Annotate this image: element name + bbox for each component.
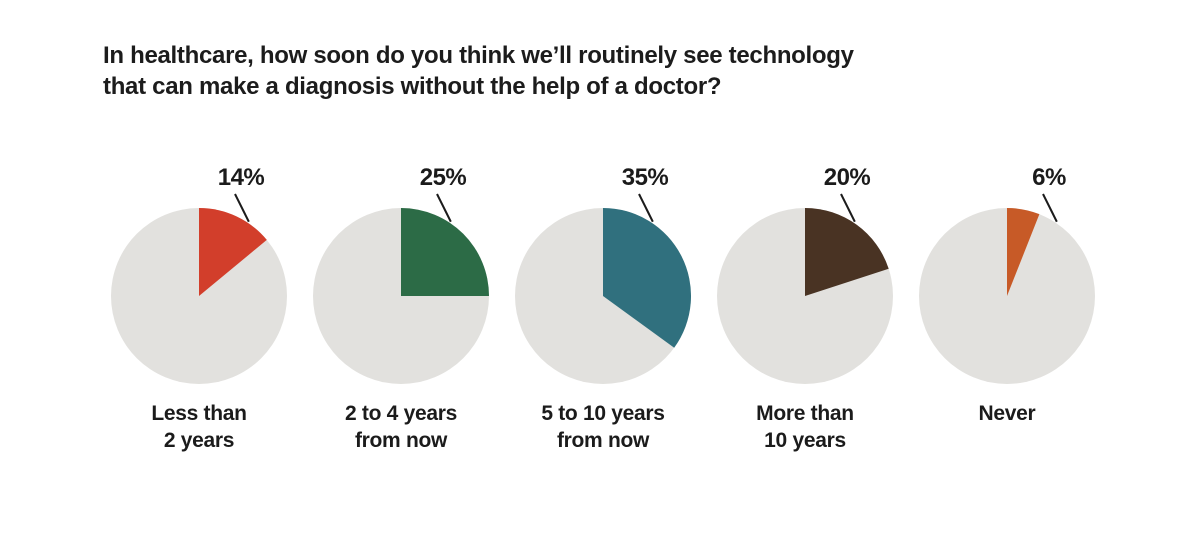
- pie-group: 35% 5 to 10 years from now: [503, 160, 703, 470]
- pie-slice: [603, 208, 691, 348]
- pie-value-label: 25%: [419, 164, 467, 191]
- pie-chart: [515, 208, 691, 384]
- pie-value-label: 20%: [823, 164, 871, 191]
- pie-slice: [199, 208, 267, 296]
- pie-value-label: 14%: [217, 164, 265, 191]
- pie-group: 6% Never: [907, 160, 1107, 470]
- pie-slice: [805, 208, 889, 296]
- pie-slice: [401, 208, 489, 296]
- chart-title-line-1: In healthcare, how soon do you think we’…: [103, 42, 854, 69]
- pie-chart: [919, 208, 1095, 384]
- pie-slice: [1007, 208, 1040, 296]
- pie-category-label: Less than 2 years: [151, 402, 247, 452]
- pie-category-label: More than 10 years: [756, 402, 854, 452]
- pie-value-label: 35%: [621, 164, 669, 191]
- pie-chart: [313, 208, 489, 384]
- pie-value-label: 6%: [1032, 164, 1066, 191]
- pie-category-label: 5 to 10 years from now: [541, 402, 665, 452]
- pie-chart: [717, 208, 893, 384]
- chart-title-line-2: that can make a diagnosis without the he…: [103, 73, 722, 100]
- pie-chart: [111, 208, 287, 384]
- pie-group: 20% More than 10 years: [705, 160, 905, 470]
- pie-group: 25% 2 to 4 years from now: [301, 160, 501, 470]
- pie-group: 14% Less than 2 years: [99, 160, 299, 470]
- chart-title: In healthcare, how soon do you think we’…: [103, 40, 854, 102]
- pie-chart-row: 14% Less than 2 years 25% 2 to 4 years fro…: [0, 160, 1200, 480]
- pie-category-label: Never: [978, 402, 1036, 425]
- pie-category-label: 2 to 4 years from now: [345, 402, 457, 452]
